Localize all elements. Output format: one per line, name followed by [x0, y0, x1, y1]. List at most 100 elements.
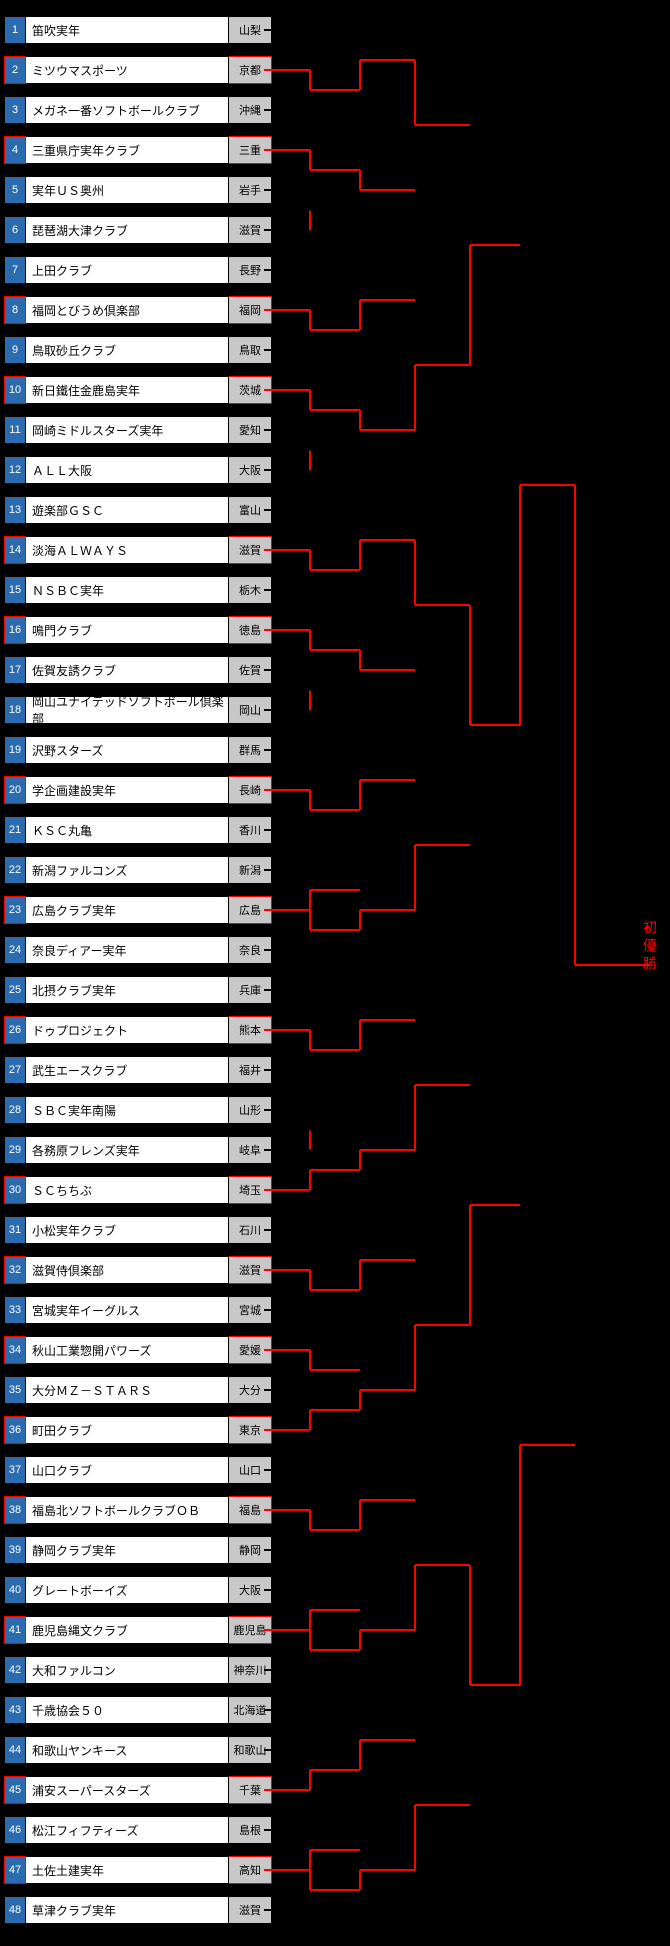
team-row: 5実年ＵＳ奥州岩手 — [4, 176, 272, 204]
team-name: 奈良ディアー実年 — [26, 936, 229, 964]
team-row: 30ＳＣちちぶ埼玉 — [4, 1176, 272, 1204]
team-name: 浦安スーパースターズ — [26, 1776, 229, 1804]
seed-number: 3 — [4, 96, 26, 124]
seed-number: 29 — [4, 1136, 26, 1164]
team-row: 47土佐土建実年高知 — [4, 1856, 272, 1884]
team-row: 46松江フィフティーズ島根 — [4, 1816, 272, 1844]
team-name: 和歌山ヤンキース — [26, 1736, 229, 1764]
team-name: 町田クラブ — [26, 1416, 229, 1444]
team-name: グレートボーイズ — [26, 1576, 229, 1604]
seed-number: 19 — [4, 736, 26, 764]
team-name: 三重県庁実年クラブ — [26, 136, 229, 164]
team-row: 18岡山ユナイテッドソフトボール倶楽部岡山 — [4, 696, 272, 724]
team-row: 11岡崎ミドルスターズ実年愛知 — [4, 416, 272, 444]
team-row: 34秋山工業惣開パワーズ愛媛 — [4, 1336, 272, 1364]
seed-number: 8 — [4, 296, 26, 324]
team-row: 25北摂クラブ実年兵庫 — [4, 976, 272, 1004]
team-name: メガネ一番ソフトボールクラブ — [26, 96, 229, 124]
team-name: 千歳協会５０ — [26, 1696, 229, 1724]
team-name: 岡崎ミドルスターズ実年 — [26, 416, 229, 444]
seed-number: 20 — [4, 776, 26, 804]
team-name: 淡海ＡＬＷＡＹＳ — [26, 536, 229, 564]
seed-number: 14 — [4, 536, 26, 564]
seed-number: 16 — [4, 616, 26, 644]
seed-number: 13 — [4, 496, 26, 524]
champion-label: 初優勝 — [640, 920, 660, 974]
team-row: 38福島北ソフトボールクラブＯＢ福島 — [4, 1496, 272, 1524]
team-name: 大分ＭＺ－ＳＴＡＲＳ — [26, 1376, 229, 1404]
team-row: 48草津クラブ実年滋賀 — [4, 1896, 272, 1924]
team-name: ＳＣちちぶ — [26, 1176, 229, 1204]
team-row: 32滋賀侍倶楽部滋賀 — [4, 1256, 272, 1284]
team-name: 松江フィフティーズ — [26, 1816, 229, 1844]
team-name: ＡＬＬ大阪 — [26, 456, 229, 484]
team-row: 3メガネ一番ソフトボールクラブ沖縄 — [4, 96, 272, 124]
team-name: 岡山ユナイテッドソフトボール倶楽部 — [26, 696, 229, 724]
team-name: 静岡クラブ実年 — [26, 1536, 229, 1564]
team-row: 26ドゥプロジェクト熊本 — [4, 1016, 272, 1044]
seed-number: 28 — [4, 1096, 26, 1124]
seed-number: 6 — [4, 216, 26, 244]
seed-number: 21 — [4, 816, 26, 844]
seed-number: 15 — [4, 576, 26, 604]
team-row: 7上田クラブ長野 — [4, 256, 272, 284]
team-name: 広島クラブ実年 — [26, 896, 229, 924]
team-name: 沢野スターズ — [26, 736, 229, 764]
tournament-bracket: 1笛吹実年山梨 2ミツウマスポーツ京都 3メガネ一番ソフトボールクラブ沖縄 4三重県庁… — [0, 0, 670, 1946]
team-name: 北摂クラブ実年 — [26, 976, 229, 1004]
team-name: 上田クラブ — [26, 256, 229, 284]
team-row: 29各務原フレンズ実年岐阜 — [4, 1136, 272, 1164]
team-row: 27武生エースクラブ福井 — [4, 1056, 272, 1084]
seed-number: 31 — [4, 1216, 26, 1244]
team-name: 秋山工業惣開パワーズ — [26, 1336, 229, 1364]
team-row: 33宮城実年イーグルス宮城 — [4, 1296, 272, 1324]
team-name: 鳴門クラブ — [26, 616, 229, 644]
seed-number: 43 — [4, 1696, 26, 1724]
team-row: 2ミツウマスポーツ京都 — [4, 56, 272, 84]
seed-number: 45 — [4, 1776, 26, 1804]
seed-number: 22 — [4, 856, 26, 884]
seed-number: 48 — [4, 1896, 26, 1924]
team-row: 24奈良ディアー実年奈良 — [4, 936, 272, 964]
team-row: 12ＡＬＬ大阪大阪 — [4, 456, 272, 484]
seed-number: 33 — [4, 1296, 26, 1324]
team-name: 草津クラブ実年 — [26, 1896, 229, 1924]
seed-number: 25 — [4, 976, 26, 1004]
seed-number: 26 — [4, 1016, 26, 1044]
team-name: ＳＢＣ実年南陽 — [26, 1096, 229, 1124]
team-row: 6琵琶湖大津クラブ滋賀 — [4, 216, 272, 244]
seed-number: 36 — [4, 1416, 26, 1444]
seed-number: 30 — [4, 1176, 26, 1204]
team-row: 31小松実年クラブ石川 — [4, 1216, 272, 1244]
seed-number: 32 — [4, 1256, 26, 1284]
team-name: 鳥取砂丘クラブ — [26, 336, 229, 364]
seed-number: 38 — [4, 1496, 26, 1524]
seed-number: 11 — [4, 416, 26, 444]
seed-number: 40 — [4, 1576, 26, 1604]
team-name: 実年ＵＳ奥州 — [26, 176, 229, 204]
seed-number: 5 — [4, 176, 26, 204]
seed-number: 1 — [4, 16, 26, 44]
team-name: 滋賀侍倶楽部 — [26, 1256, 229, 1284]
team-row: 35大分ＭＺ－ＳＴＡＲＳ大分 — [4, 1376, 272, 1404]
team-name: 各務原フレンズ実年 — [26, 1136, 229, 1164]
team-row: 37山口クラブ山口 — [4, 1456, 272, 1484]
team-name: 遊楽部ＧＳＣ — [26, 496, 229, 524]
seed-number: 4 — [4, 136, 26, 164]
team-name: 新日鐵住金鹿島実年 — [26, 376, 229, 404]
seed-number: 9 — [4, 336, 26, 364]
team-name: 武生エースクラブ — [26, 1056, 229, 1084]
team-name: ミツウマスポーツ — [26, 56, 229, 84]
team-row: 1笛吹実年山梨 — [4, 16, 272, 44]
team-row: 19沢野スターズ群馬 — [4, 736, 272, 764]
team-row: 23広島クラブ実年広島 — [4, 896, 272, 924]
seed-number: 44 — [4, 1736, 26, 1764]
team-row: 16鳴門クラブ徳島 — [4, 616, 272, 644]
team-row: 28ＳＢＣ実年南陽山形 — [4, 1096, 272, 1124]
team-row: 40グレートボーイズ大阪 — [4, 1576, 272, 1604]
team-row: 17佐賀友誘クラブ佐賀 — [4, 656, 272, 684]
seed-number: 7 — [4, 256, 26, 284]
seed-number: 39 — [4, 1536, 26, 1564]
seed-number: 27 — [4, 1056, 26, 1084]
seed-number: 46 — [4, 1816, 26, 1844]
